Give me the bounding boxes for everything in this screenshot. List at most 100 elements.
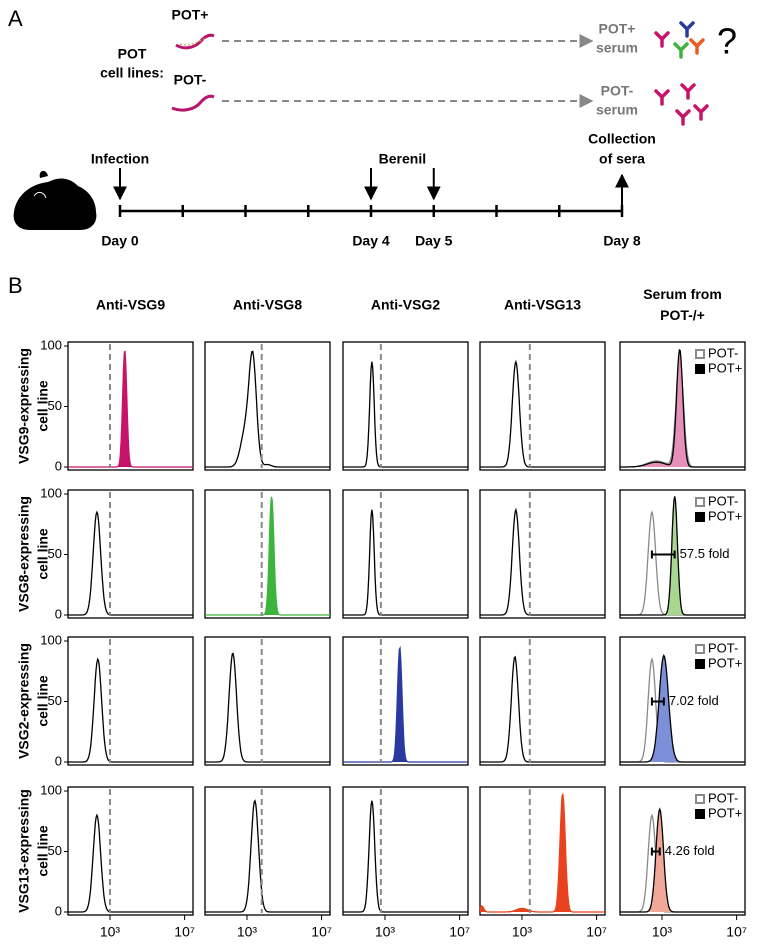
y-tick-label: 0 xyxy=(55,606,62,621)
histogram-curve xyxy=(68,657,193,763)
plot-frame xyxy=(619,786,746,916)
fold-bar xyxy=(650,697,665,706)
histogram-fill xyxy=(68,351,193,467)
plot-frame xyxy=(619,636,746,766)
histogram-curve xyxy=(620,496,745,616)
plot-frame xyxy=(342,636,469,766)
fold-bar xyxy=(650,847,661,856)
histogram-curve xyxy=(205,652,330,763)
legend-swatch xyxy=(695,364,705,374)
legend-label: POT- xyxy=(708,493,738,508)
histogram-curve xyxy=(343,800,468,913)
plot-frame xyxy=(479,341,606,471)
row-label: cell line xyxy=(35,528,51,580)
y-tick-label: 100 xyxy=(40,632,62,647)
x-tick-label: 10⁷ xyxy=(174,924,195,940)
event-label: of sera xyxy=(599,151,645,167)
x-tick-label: 10⁷ xyxy=(449,924,470,940)
plot-frame xyxy=(204,341,331,471)
legend-swatch xyxy=(695,659,705,669)
day-label: Day 0 xyxy=(101,233,139,249)
trypanosome xyxy=(171,94,215,112)
legend-swatch xyxy=(695,809,705,819)
legend-swatch xyxy=(695,497,705,507)
event-label: Infection xyxy=(91,151,149,167)
legend-swatch xyxy=(695,349,705,359)
trypanosome xyxy=(175,33,215,50)
row-label: VSG8-expressing xyxy=(16,496,32,612)
histogram-fill xyxy=(620,809,745,912)
histogram-fill xyxy=(480,793,605,912)
column-title: Serum from xyxy=(643,286,722,302)
x-tick-label: 10⁷ xyxy=(726,924,747,940)
column-title: Anti-VSG9 xyxy=(96,297,165,313)
day-label: Day 4 xyxy=(352,233,390,249)
serum-label: POT+ xyxy=(599,21,636,37)
plot-frame xyxy=(204,786,331,916)
histogram-curve xyxy=(620,348,745,468)
histogram-curve xyxy=(620,807,745,913)
histogram-curve xyxy=(620,657,745,763)
fold-label: 57.5 fold xyxy=(680,546,730,561)
plot-frame xyxy=(67,636,194,766)
histogram-curve xyxy=(480,507,605,616)
histogram-curve xyxy=(480,655,605,763)
histogram-curve xyxy=(205,350,330,468)
x-tick-label: 10³ xyxy=(375,924,396,940)
legend-label: POT+ xyxy=(708,360,742,375)
plot-frame xyxy=(204,489,331,619)
fold-bar xyxy=(650,550,676,559)
histogram-curve xyxy=(620,813,745,913)
fold-label: 4.26 fold xyxy=(665,843,715,858)
serum-label: serum xyxy=(596,102,638,118)
histogram-fill xyxy=(343,648,468,762)
plot-frame xyxy=(342,489,469,619)
plot-frame xyxy=(479,636,606,766)
legend-label: POT- xyxy=(708,790,738,805)
histogram-curve xyxy=(620,510,745,616)
plot-frame xyxy=(67,786,194,916)
histogram-curve xyxy=(68,813,193,913)
mouse-detail xyxy=(33,191,47,199)
histogram-curve xyxy=(205,496,330,616)
x-tick-label: 10³ xyxy=(512,924,533,940)
plot-frame xyxy=(342,786,469,916)
histogram-curve xyxy=(205,799,330,913)
legend-swatch xyxy=(695,512,705,522)
column-title: Anti-VSG8 xyxy=(233,297,302,313)
pot-minus-label: POT- xyxy=(174,72,207,88)
histogram-fill xyxy=(620,350,745,467)
plot-frame xyxy=(67,341,194,471)
histogram-fill xyxy=(620,655,745,762)
legend-label: POT- xyxy=(708,640,738,655)
histogram-curve xyxy=(68,510,193,616)
histogram-curve xyxy=(343,509,468,616)
y-tick-label: 100 xyxy=(40,485,62,500)
mouse xyxy=(13,170,97,230)
legend-label: POT+ xyxy=(708,508,742,523)
row-label: cell line xyxy=(35,675,51,727)
legend-swatch xyxy=(695,644,705,654)
day-label: Day 8 xyxy=(603,233,641,249)
trypanosome-detail xyxy=(179,37,207,46)
legend-label: POT- xyxy=(708,345,738,360)
panel-label: B xyxy=(8,273,23,298)
event-label: Berenil xyxy=(379,151,426,167)
y-tick-label: 0 xyxy=(55,458,62,473)
row-label: cell line xyxy=(35,380,51,432)
row-label: VSG13-expressing xyxy=(16,789,32,913)
serum-label: serum xyxy=(596,40,638,56)
pot-lines-label: POT xyxy=(118,46,147,62)
histogram-curve xyxy=(479,793,605,913)
antibodies xyxy=(654,21,709,126)
x-tick-label: 10⁷ xyxy=(311,924,332,940)
plot-frame xyxy=(619,341,746,471)
pot-lines-label: cell lines: xyxy=(100,65,164,81)
y-tick-label: 100 xyxy=(40,782,62,797)
histogram-curve xyxy=(480,359,605,468)
plot-frame xyxy=(342,341,469,471)
x-tick-label: 10⁷ xyxy=(586,924,607,940)
y-tick-label: 50 xyxy=(48,546,62,561)
row-label: VSG9-expressing xyxy=(16,348,32,464)
histogram-curve xyxy=(343,645,468,763)
